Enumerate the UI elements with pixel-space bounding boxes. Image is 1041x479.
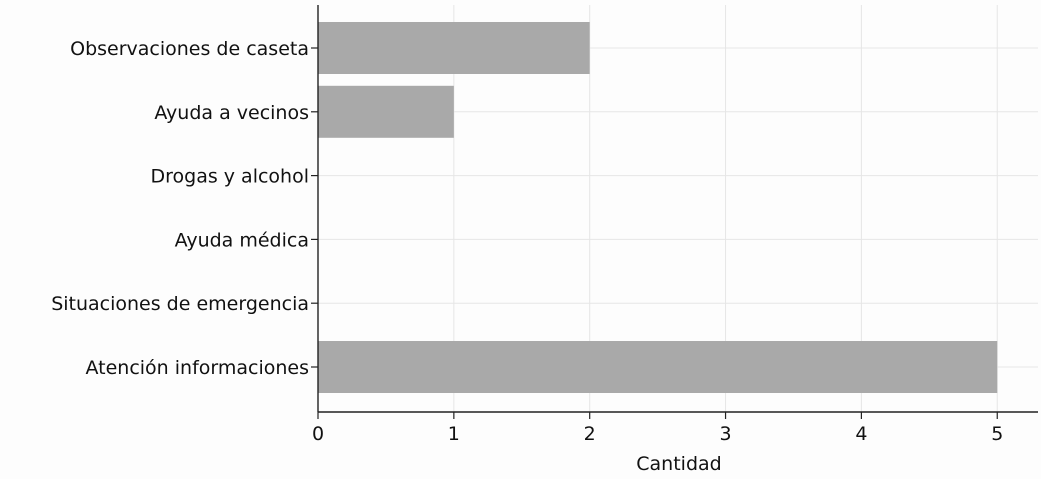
bars	[318, 22, 998, 393]
bar	[318, 341, 998, 393]
category-label: Ayuda médica	[175, 229, 309, 251]
x-tick-label: 2	[584, 423, 596, 445]
x-tick-label: 3	[720, 423, 732, 445]
x-tick-label: 5	[991, 423, 1003, 445]
axes	[311, 5, 1038, 419]
bar	[318, 22, 590, 74]
x-tick-label: 0	[312, 423, 324, 445]
bar	[318, 85, 454, 138]
labels: 0 1 2 3 4 5 Observaciones de caseta Ayuda a vec…	[51, 38, 1003, 445]
category-label: Drogas y alcohol	[150, 166, 309, 188]
category-label: Ayuda a vecinos	[154, 102, 309, 124]
x-tick-label: 4	[855, 423, 867, 445]
category-label: Observaciones de caseta	[70, 38, 309, 60]
x-tick-label: 1	[448, 423, 460, 445]
category-label: Situaciones de emergencia	[51, 293, 309, 315]
x-axis-title: Cantidad	[636, 453, 721, 475]
category-label: Atención informaciones	[85, 357, 309, 379]
